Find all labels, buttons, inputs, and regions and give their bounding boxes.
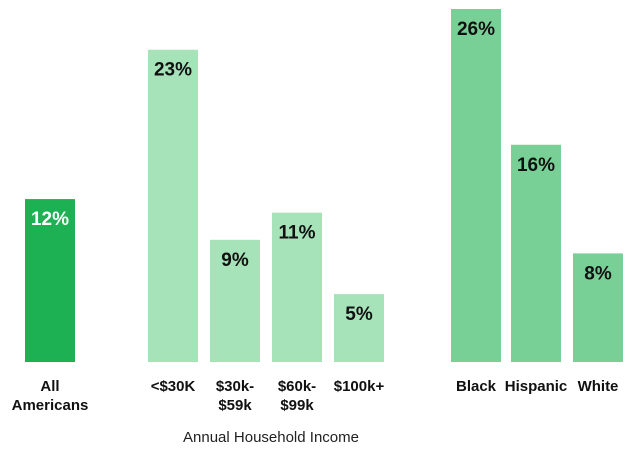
bar-value-label-0: 12% (31, 209, 69, 230)
category-label-7: White (578, 378, 619, 395)
bar-value-label-6: 16% (517, 155, 555, 176)
category-label-6: Hispanic (505, 378, 568, 395)
bar-value-label-1: 23% (154, 60, 192, 81)
bar-4 (334, 294, 384, 362)
category-label-4: $100k+ (334, 378, 385, 395)
bar-2 (210, 239, 260, 362)
bar-7 (573, 253, 623, 362)
bar-3 (272, 212, 322, 362)
bars-layer (25, 9, 623, 362)
value-labels-layer: 12% 23% 9% 11% 5% 26% 16% 8% (31, 19, 612, 325)
bar-value-label-4: 5% (345, 304, 373, 325)
bar-value-label-7: 8% (584, 263, 612, 284)
category-label-5: Black (456, 378, 497, 395)
category-labels-layer: All Americans <$30K $30k-$59k $60k-$99k $100k… (12, 378, 619, 414)
bar-value-label-2: 9% (221, 250, 249, 271)
x-axis-title: Annual Household Income (183, 429, 359, 446)
category-label-1: <$30K (151, 378, 196, 395)
category-label-3: $60k-$99k (278, 378, 316, 414)
category-label-0: All Americans (12, 378, 89, 414)
bar-5 (451, 9, 501, 362)
bar-value-label-5: 26% (457, 19, 495, 40)
bar-0 (25, 199, 75, 362)
bar-1 (148, 49, 198, 362)
bar-value-label-3: 11% (279, 223, 316, 244)
category-label-2: $30k-$59k (216, 378, 254, 414)
bar-6 (511, 144, 561, 362)
